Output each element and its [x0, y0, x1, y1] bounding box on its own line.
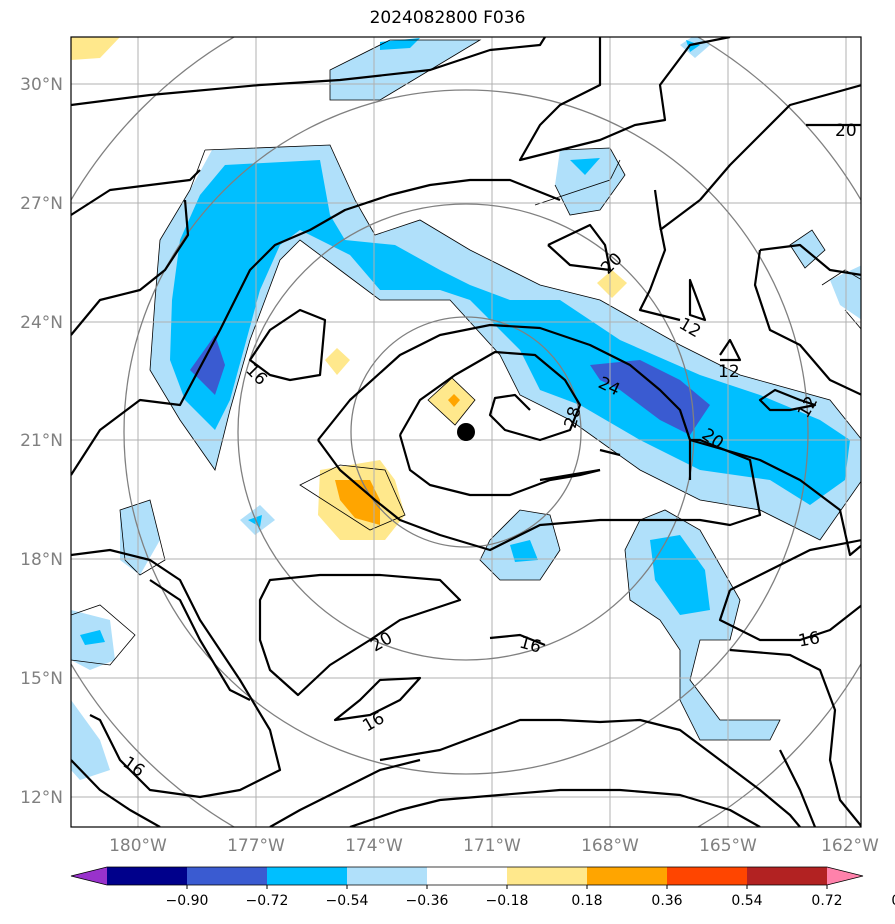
colorbar-tick-label: 0.18 [571, 893, 602, 909]
orange-field [335, 394, 460, 525]
contour-label: 12 [718, 362, 740, 382]
lat-tick-label: 24°N [20, 313, 63, 333]
contour-label: 20 [835, 121, 857, 141]
storm-center-marker [457, 423, 475, 441]
colorbar-extend-low [71, 867, 107, 885]
colorbar-segment [507, 867, 588, 885]
contour-label: 16 [797, 628, 822, 651]
contour-label: 20 [367, 628, 396, 656]
lon-tick-label: 162°W [821, 836, 879, 856]
colorbar-tick-label: −0.36 [406, 893, 449, 909]
lon-tick-label: 177°W [227, 836, 285, 856]
colorbar: −0.90 −0.72 −0.54 −0.36 −0.18 0.18 0.36 0.54 0.7… [70, 866, 895, 909]
range-rings [71, 37, 861, 827]
colorbar-outline [70, 866, 864, 886]
colorbar-segment [587, 867, 668, 885]
colorbar-extend-high [827, 867, 863, 885]
lat-tick-label: 30°N [20, 75, 63, 95]
thickness-contours [71, 37, 861, 827]
lat-axis: 30°N 27°N 24°N 21°N 18°N 15°N 12°N [20, 75, 63, 808]
colorbar-tick-label: 0.72 [811, 893, 842, 909]
lat-tick-label: 12°N [20, 788, 63, 808]
blue-field [80, 38, 850, 645]
lon-axis: 180°W 177°W 174°W 171°W 168°W 165°W 162°… [109, 836, 879, 856]
contour-label: 20 [597, 249, 626, 278]
lat-tick-label: 27°N [20, 194, 63, 214]
colorbar-tick-label: 0.54 [731, 893, 762, 909]
lat-tick-label: 21°N [20, 431, 63, 451]
lat-tick-label: 15°N [20, 669, 63, 689]
colorbar-segment [187, 867, 268, 885]
lat-tick-label: 18°N [20, 550, 63, 570]
map-frame [70, 36, 862, 828]
colorbar-tick-label: −0.54 [326, 893, 369, 909]
lon-tick-label: 168°W [581, 836, 639, 856]
contour-label: 16 [359, 708, 388, 736]
colorbar-tick-label: 0.36 [651, 893, 682, 909]
colorbar-tick-label: −0.18 [486, 893, 529, 909]
dark-blue-field [190, 335, 710, 435]
lon-tick-label: 180°W [109, 836, 167, 856]
colorbar-segment [427, 867, 508, 885]
colorbar-segment [267, 867, 348, 885]
map-title: 2024082800 F036 [369, 8, 526, 28]
lon-tick-label: 171°W [463, 836, 521, 856]
graticule [71, 37, 861, 827]
colorbar-segment [347, 867, 428, 885]
lon-tick-label: 165°W [699, 836, 757, 856]
colorbar-segment [107, 867, 188, 885]
map-plot-area: 20 12 16 24 28 12 20 12 20 16 16 20 16 1… [71, 37, 861, 827]
colorbar-tick-label: 0.90 [891, 893, 895, 909]
lon-tick-label: 174°W [345, 836, 403, 856]
colorbar-tick-label: −0.72 [246, 893, 289, 909]
colorbar-tick-label: −0.90 [166, 893, 209, 909]
contour-label: 16 [241, 360, 270, 389]
colorbar-segment [667, 867, 748, 885]
colorbar-segment [747, 867, 828, 885]
